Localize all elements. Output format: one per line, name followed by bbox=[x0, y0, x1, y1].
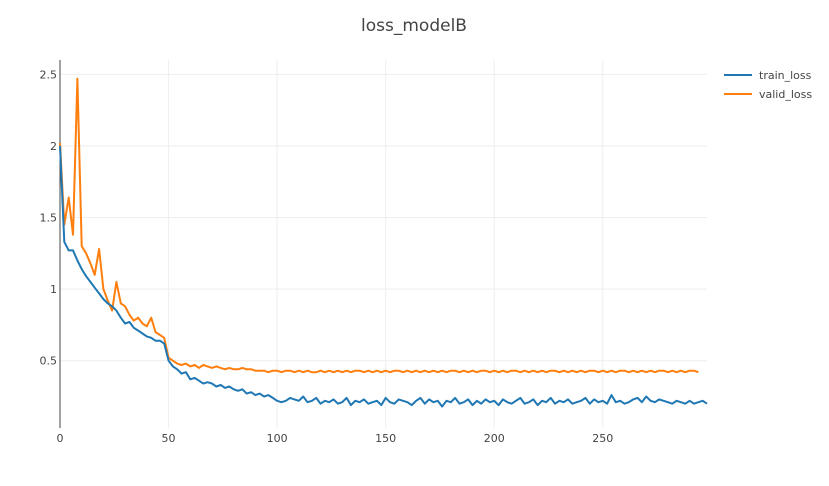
x-tick-label: 50 bbox=[162, 432, 176, 445]
y-tick-label: 1 bbox=[50, 283, 57, 296]
y-tick-label: 1.5 bbox=[40, 212, 58, 225]
tick-labels: 0 50 100 150 200 250 0.5 1 1.5 2 2.5 bbox=[40, 68, 614, 445]
legend[interactable]: train_loss valid_loss bbox=[724, 69, 812, 101]
x-tick-label: 0 bbox=[57, 432, 64, 445]
x-tick-label: 250 bbox=[592, 432, 613, 445]
x-tick-label: 150 bbox=[375, 432, 396, 445]
series-line-train_loss bbox=[59, 145, 708, 408]
legend-item-train_loss[interactable]: train_loss bbox=[724, 69, 812, 82]
y-tick-label: 2.5 bbox=[40, 68, 58, 81]
series-lines bbox=[59, 77, 708, 408]
x-tick-label: 200 bbox=[484, 432, 505, 445]
y-tick-label: 0.5 bbox=[40, 355, 58, 368]
chart-title: loss_modelB bbox=[361, 16, 467, 36]
series-line-valid_loss bbox=[59, 77, 699, 374]
x-tick-label: 100 bbox=[267, 432, 288, 445]
legend-item-valid_loss[interactable]: valid_loss bbox=[724, 88, 812, 101]
y-tick-label: 2 bbox=[50, 140, 57, 153]
legend-label: valid_loss bbox=[759, 88, 812, 101]
legend-label: train_loss bbox=[759, 69, 812, 82]
grid-lines bbox=[60, 60, 707, 428]
